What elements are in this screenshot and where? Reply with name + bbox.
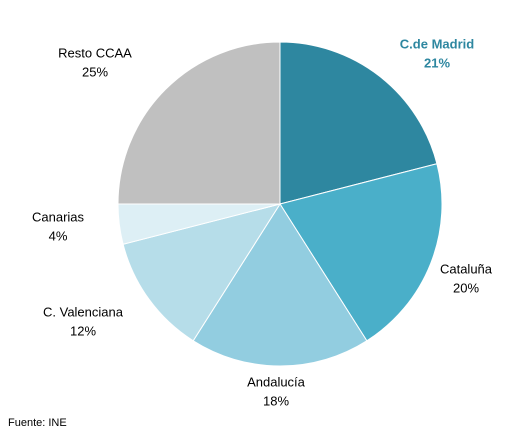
pie-slice — [122, 203, 282, 342]
slice-label: Andalucía — [247, 374, 306, 389]
slice-label: Resto CCAA — [58, 45, 132, 60]
slice-label: Canarias — [32, 209, 85, 224]
slice-label: C.de Madrid — [400, 36, 474, 51]
slice-label: C. Valenciana — [43, 304, 124, 319]
pie-slice — [192, 203, 368, 367]
pie-slice — [279, 41, 438, 205]
slice-value-label: 18% — [263, 393, 289, 408]
slice-value-label: 25% — [82, 64, 108, 79]
source: Fuente: INE — [8, 417, 67, 429]
slice-value-label: 20% — [453, 280, 479, 295]
slice-value-label: 4% — [49, 228, 68, 243]
slice-label: Cataluña — [440, 261, 493, 276]
pie-slice — [117, 41, 281, 205]
slice-value-label: 12% — [70, 323, 96, 338]
slice-value-label: 21% — [424, 55, 450, 70]
pie-slice — [279, 163, 443, 342]
